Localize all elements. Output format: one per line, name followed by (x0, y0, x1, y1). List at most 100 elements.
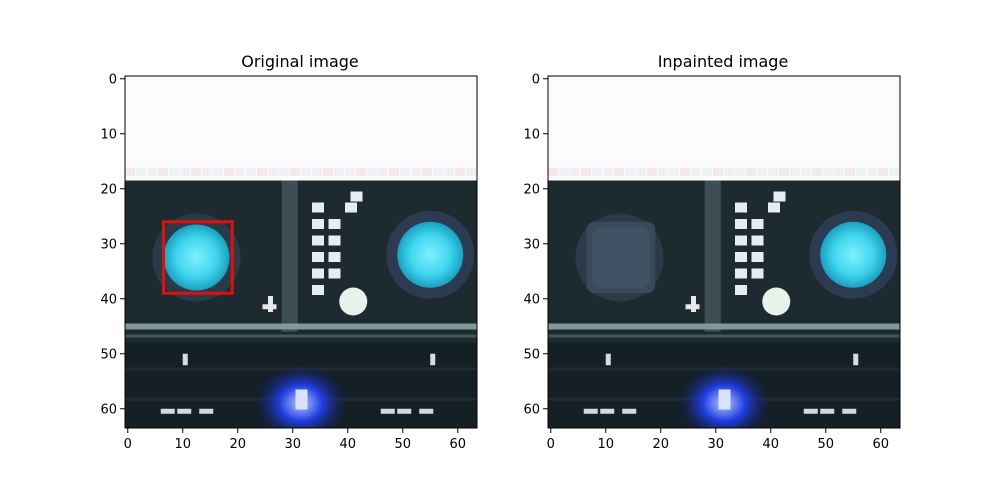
x-tick-label: 40 (339, 437, 356, 452)
noise-pixel (235, 167, 245, 176)
noise-pixel (856, 167, 866, 176)
noise-pixel (823, 167, 833, 176)
divider-rail (281, 180, 298, 332)
cyan-button (820, 221, 887, 288)
y-tick-label: 60 (523, 402, 540, 417)
indicator-light (430, 359, 436, 366)
noise-pixel (191, 167, 201, 176)
console-button (751, 268, 764, 279)
panel-title: Original image (241, 52, 359, 71)
noise-pixel (444, 167, 454, 176)
horizontal-rail (548, 323, 900, 330)
image-content (548, 76, 900, 428)
y-tick-label: 0 (532, 72, 540, 87)
x-tick-label: 0 (124, 437, 132, 452)
indicator-light (419, 408, 434, 414)
noise-pixel (867, 167, 877, 176)
indicator-light (622, 408, 637, 414)
indicator-light (182, 353, 188, 360)
round-knob (762, 287, 791, 316)
x-tick-label: 40 (762, 437, 779, 452)
indicator-light (430, 353, 436, 360)
noise-pixel (389, 167, 399, 176)
x-tick-label: 20 (229, 437, 246, 452)
divider-rail (704, 180, 721, 332)
round-knob (339, 287, 368, 316)
noise-pixel (812, 167, 822, 176)
noise-pixel (889, 167, 899, 176)
x-tick-label: 50 (394, 437, 411, 452)
y-tick-label: 60 (100, 402, 117, 417)
noise-pixel (169, 167, 179, 176)
x-tick-label: 60 (449, 437, 466, 452)
noise-pixel (257, 167, 267, 176)
horizontal-rail (548, 334, 900, 338)
y-tick-label: 0 (109, 72, 117, 87)
indicator-light (583, 408, 598, 414)
horizontal-rail (125, 323, 477, 330)
indicator-light (605, 359, 611, 366)
noise-pixel (301, 167, 311, 176)
noise-pixel (279, 167, 289, 176)
blue-light-core (295, 389, 308, 410)
inpainted-patch (592, 227, 650, 288)
console-button (328, 219, 341, 229)
sky-region (125, 76, 477, 181)
noise-pixel (713, 167, 723, 176)
noise-pixel (334, 167, 344, 176)
noise-pixel (548, 167, 558, 176)
noise-pixel (636, 167, 646, 176)
console-button (312, 235, 324, 246)
noise-pixel (312, 167, 322, 176)
console-button (328, 268, 341, 279)
noise-pixel (466, 167, 476, 176)
noise-pixel (345, 167, 355, 176)
noise-pixel (202, 167, 212, 176)
y-tick-label: 10 (523, 127, 540, 142)
noise-pixel (658, 167, 668, 176)
inpainted-image-axes: 0 10 20 30 40 50 60 0 10 20 30 40 50 60 (523, 72, 901, 452)
noise-pixel (790, 167, 800, 176)
console-button (735, 219, 747, 229)
noise-pixel (268, 167, 278, 176)
noise-pixel (422, 167, 432, 176)
noise-pixel (834, 167, 844, 176)
noise-pixel (158, 167, 168, 176)
noise-pixel (702, 167, 712, 176)
noise-pixel (378, 167, 388, 176)
highlight-box (162, 220, 234, 295)
x-tick-label: 20 (652, 437, 669, 452)
console-button (768, 202, 780, 213)
blue-light-core (718, 389, 731, 410)
original-image-axes: 0 10 20 30 40 50 60 0 10 20 30 40 50 60 (100, 72, 478, 452)
indicator-light (177, 408, 192, 414)
noise-pixel (691, 167, 701, 176)
x-tick-label: 50 (817, 437, 834, 452)
noise-pixel (224, 167, 234, 176)
small-marker (268, 296, 273, 312)
x-tick-label: 30 (707, 437, 724, 452)
y-tick-label: 20 (523, 182, 540, 197)
console-button (328, 235, 341, 246)
horizontal-rail (125, 334, 477, 338)
console-button (735, 235, 747, 246)
panel-title: Inpainted image (657, 52, 789, 71)
indicator-light (853, 359, 859, 366)
indicator-light (182, 359, 188, 366)
noise-pixel (433, 167, 443, 176)
y-tick-label: 40 (100, 292, 117, 307)
indicator-light (600, 408, 615, 414)
noise-pixel (724, 167, 734, 176)
console-button (735, 268, 747, 279)
indicator-light (397, 408, 412, 414)
noise-pixel (136, 167, 146, 176)
noise-pixel (411, 167, 421, 176)
noise-pixel (356, 167, 366, 176)
noise-pixel (768, 167, 778, 176)
console-button (773, 191, 786, 202)
console-button (312, 252, 324, 262)
x-tick-label: 10 (597, 437, 614, 452)
noise-pixel (559, 167, 569, 176)
inpainted-image-panel: Inpainted image 0 10 20 30 40 50 60 0 10 20 30 40 50… (423, 0, 923, 500)
noise-pixel (246, 167, 256, 176)
